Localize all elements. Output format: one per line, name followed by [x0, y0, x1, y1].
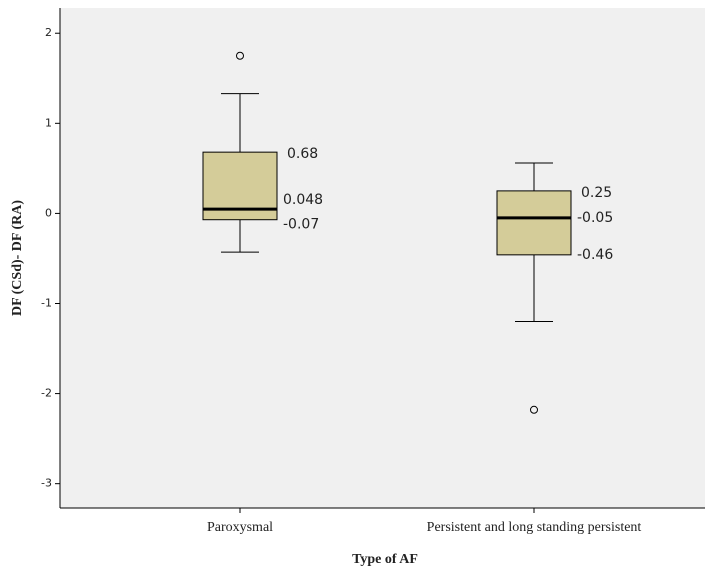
data-label: -0.46 [577, 247, 613, 263]
y-tick-label: 0 [45, 206, 52, 219]
outlier [236, 51, 244, 60]
data-label: -0.07 [283, 217, 319, 233]
data-label: 0.25 [581, 185, 612, 201]
y-axis-title: DF (CSd)- DF (RA) [10, 200, 25, 316]
x-tick-label: Paroxysmal [207, 520, 273, 535]
data-label: 0.048 [283, 192, 323, 208]
y-tick-label: 2 [45, 26, 52, 39]
x-tick-label: Persistent and long standing persistent [427, 520, 642, 535]
box [496, 190, 572, 256]
y-tick-label: -2 [41, 387, 52, 400]
y-tick-label: 1 [45, 116, 52, 129]
data-label: 0.68 [287, 146, 318, 162]
data-label: -0.05 [577, 210, 613, 226]
y-tick-label: -3 [41, 477, 52, 490]
outlier [530, 405, 538, 414]
plot-area [60, 8, 705, 508]
x-axis-title: Type of AF [352, 552, 418, 567]
y-tick-label: -1 [41, 296, 52, 309]
